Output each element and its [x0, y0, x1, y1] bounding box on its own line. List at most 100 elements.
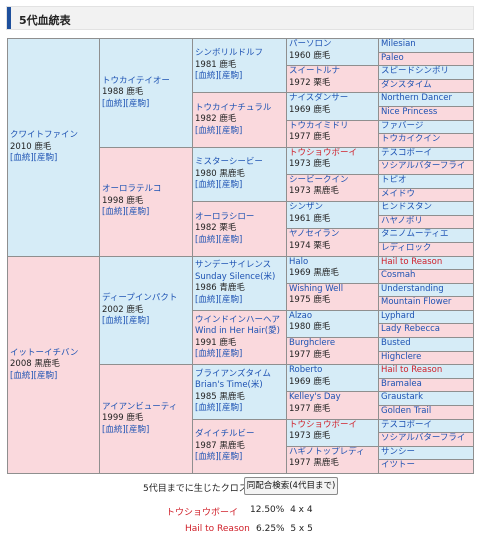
offspring-link[interactable]: [産駒] — [125, 424, 150, 435]
pedigree-link[interactable]: [血統] — [10, 370, 34, 381]
pedigree-link[interactable]: [血統] — [195, 294, 219, 305]
pedigree-cell-gen5: Busted — [378, 337, 474, 352]
horse-name-link[interactable]: ヤノセイラン — [289, 229, 340, 240]
pedigree-link[interactable]: [血統] — [195, 180, 219, 191]
horse-name-link[interactable]: Hail to Reason — [381, 365, 443, 376]
horse-name-link[interactable]: Highclere — [381, 351, 422, 362]
horse-name-link[interactable]: レディロック — [381, 242, 432, 253]
cross-horse-link[interactable]: Hail to Reason — [185, 524, 250, 534]
pedigree-link[interactable]: [血統] — [195, 349, 219, 360]
horse-name-link[interactable]: トウカイナチュラル — [195, 102, 272, 113]
offspring-link[interactable]: [産駒] — [33, 370, 58, 381]
horse-name-link[interactable]: ファバージ — [381, 120, 424, 131]
horse-name-link[interactable]: Mountain Flower — [381, 297, 452, 308]
horse-name-link[interactable]: サンシー — [381, 446, 416, 457]
horse-name-link[interactable]: シンザン — [289, 202, 324, 213]
pedigree-link[interactable]: [血統] — [195, 125, 219, 136]
offspring-link[interactable]: [産駒] — [218, 403, 243, 414]
horse-name-link[interactable]: サンデーサイレンス — [195, 260, 272, 271]
horse-name-link[interactable]: ダイイチルビー — [195, 429, 255, 440]
horse-foreign-name-link[interactable]: Sunday Silence(米) — [195, 271, 276, 282]
horse-name-link[interactable]: ミスターシービー — [195, 157, 263, 168]
pedigree-cell-gen4: Kelley's Day 1977 鹿毛 — [286, 391, 379, 420]
horse-name-link[interactable]: Kelley's Day — [289, 392, 341, 403]
horse-name-link[interactable]: ハヤノボリ — [381, 215, 423, 226]
horse-name-link[interactable]: トウカイテイオー — [102, 75, 170, 86]
horse-name-link[interactable]: シンボリルドルフ — [195, 48, 264, 59]
horse-name-link[interactable]: ナイスダンサー — [289, 93, 349, 104]
offspring-link[interactable]: [産駒] — [218, 234, 243, 245]
horse-name-link[interactable]: テスコボーイ — [381, 147, 433, 158]
horse-name-link[interactable]: Nice Princess — [381, 106, 438, 117]
horse-name-link[interactable]: ダンスタイム — [381, 79, 432, 90]
horse-name-link[interactable]: テスコボーイ — [381, 419, 433, 430]
pedigree-link[interactable]: [血統] — [195, 71, 219, 82]
pedigree-link[interactable]: [血統] — [102, 316, 126, 327]
horse-name-link[interactable]: ディープインパクト — [102, 293, 178, 304]
offspring-link[interactable]: [産駒] — [33, 153, 58, 163]
horse-name-link[interactable]: Wishing Well — [289, 283, 344, 294]
horse-name-link[interactable]: シービークイン — [289, 174, 349, 185]
horse-name-link[interactable]: Halo — [289, 256, 309, 267]
horse-name-link[interactable]: スイートルナ — [289, 66, 341, 77]
horse-name-link[interactable]: パーソロン — [289, 39, 332, 49]
horse-name-link[interactable]: ソシアルバターフライ — [381, 161, 466, 172]
pedigree-link[interactable]: [血統] — [102, 98, 126, 109]
horse-name-link[interactable]: Bramalea — [381, 378, 422, 389]
horse-name-link[interactable]: クワイトファイン — [10, 130, 79, 140]
horse-name-link[interactable]: Graustark — [381, 392, 424, 403]
horse-name-link[interactable]: Understanding — [381, 283, 444, 294]
offspring-link[interactable]: [産駒] — [125, 98, 150, 109]
horse-name-link[interactable]: イツトー — [381, 460, 416, 471]
horse-name-link[interactable]: Cosmah — [381, 270, 416, 281]
offspring-link[interactable]: [産駒] — [218, 349, 243, 360]
horse-name-link[interactable]: Milesian — [381, 39, 416, 49]
offspring-link[interactable]: [産駒] — [218, 71, 243, 82]
horse-name-link[interactable]: メイドウ — [381, 188, 416, 199]
horse-name-link[interactable]: トウカイクイン — [381, 134, 441, 145]
horse-name-link[interactable]: トウショウボーイ — [289, 147, 358, 158]
horse-name-link[interactable]: Busted — [381, 338, 411, 349]
pedigree-link[interactable]: [血統] — [10, 153, 34, 163]
horse-name-link[interactable]: オーロラテルコ — [102, 184, 162, 195]
offspring-link[interactable]: [産駒] — [125, 207, 150, 218]
horse-foreign-name-link[interactable]: Brian's Time(米) — [195, 380, 263, 391]
offspring-link[interactable]: [産駒] — [218, 294, 243, 305]
pedigree-link[interactable]: [血統] — [195, 403, 219, 414]
horse-info: 2002 鹿毛 — [102, 304, 144, 315]
pedigree-link[interactable]: [血統] — [102, 207, 126, 218]
horse-name-link[interactable]: イットーイチバン — [10, 347, 79, 358]
horse-name-link[interactable]: オーロラシロー — [195, 211, 255, 222]
horse-name-link[interactable]: Lady Rebecca — [381, 324, 441, 335]
horse-name-link[interactable]: ブライアンズタイム — [195, 368, 271, 379]
horse-name-link[interactable]: Paleo — [381, 52, 404, 63]
horse-name-link[interactable]: Hail to Reason — [381, 256, 443, 267]
horse-name-link[interactable]: ソシアルバターフライ — [381, 433, 466, 444]
cross-horse-link[interactable]: トウショウボーイ — [166, 508, 239, 518]
horse-name-link[interactable]: Roberto — [289, 365, 323, 376]
offspring-link[interactable]: [産駒] — [218, 452, 243, 463]
horse-name-link[interactable]: トウカイミドリ — [289, 120, 349, 131]
offspring-link[interactable]: [産駒] — [125, 316, 150, 327]
horse-name-link[interactable]: ハギノトップレディ — [289, 446, 365, 457]
horse-name-link[interactable]: Lyphard — [381, 310, 415, 321]
horse-name-link[interactable]: Burghclere — [289, 338, 336, 349]
pedigree-link[interactable]: [血統] — [195, 234, 219, 245]
search-same-mating-button[interactable]: 同配合検索(4代目まで) — [244, 477, 338, 495]
offspring-link[interactable]: [産駒] — [218, 125, 243, 136]
horse-name-link[interactable]: Alzao — [289, 310, 313, 321]
horse-foreign-name-link[interactable]: Wind in Her Hair(愛) — [195, 326, 280, 337]
offspring-link[interactable]: [産駒] — [218, 180, 243, 191]
horse-name-link[interactable]: タニノムーティエ — [381, 229, 449, 240]
pedigree-link[interactable]: [血統] — [102, 424, 126, 435]
pedigree-link[interactable]: [血統] — [195, 452, 219, 463]
horse-name-link[interactable]: Northern Dancer — [381, 93, 452, 104]
horse-name-link[interactable]: トピオ — [381, 174, 407, 185]
horse-name-link[interactable]: ウインドインハーヘア — [195, 314, 281, 325]
horse-name-link[interactable]: アイアンビューティ — [102, 401, 178, 412]
horse-name-link[interactable]: ヒンドスタン — [381, 202, 433, 213]
horse-name-link[interactable]: トウショウボーイ — [289, 419, 358, 430]
horse-info: 1987 黒鹿毛 — [195, 440, 245, 451]
horse-name-link[interactable]: スピードシンボリ — [381, 66, 450, 77]
horse-name-link[interactable]: Golden Trail — [381, 406, 432, 417]
